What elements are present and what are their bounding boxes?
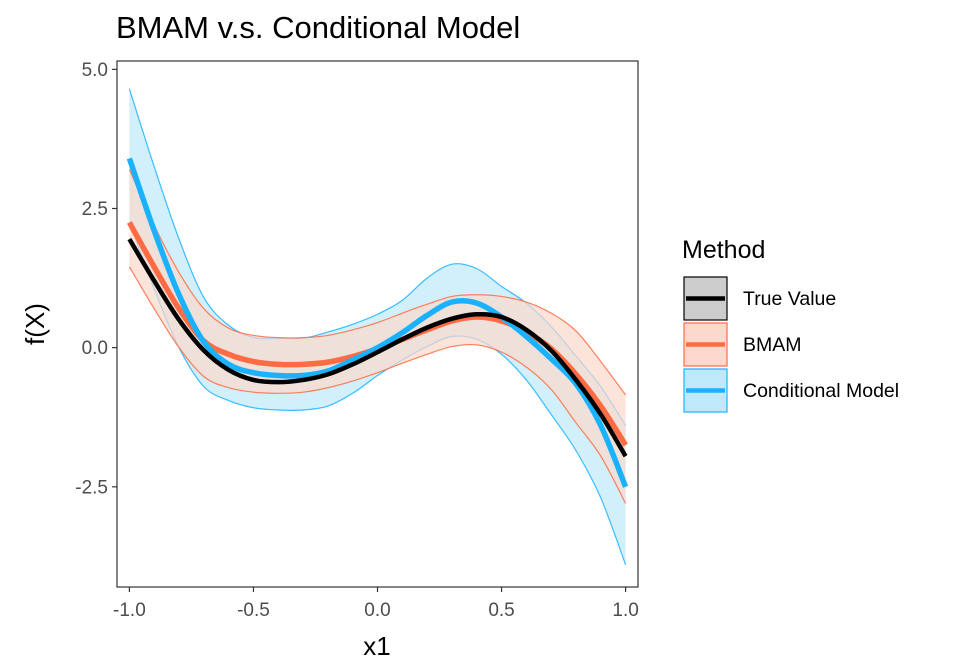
legend-label-conditional-model: Conditional Model [743,380,899,402]
legend: Method True Value BMAM Conditional Model [682,236,899,413]
legend-label-true-value: True Value [743,288,836,310]
band-bmam [129,169,626,504]
y-axis-label: f(X) [20,303,50,345]
band-lower-conditional-model [128,222,627,565]
y-tick-label: 5.0 [82,60,108,81]
x-axis-label: x1 [363,631,390,661]
x-tick-label: 0.5 [488,600,514,621]
y-tick-label: -2.5 [75,477,108,498]
series-line-conditional-model [126,157,629,488]
y-tick-label: 2.5 [82,199,108,220]
legend-title: Method [682,236,765,264]
x-tick-label: -0.5 [237,600,270,621]
y-axis: 5.0 2.5 0.0 -2.5 [75,60,117,498]
series-lines [126,157,629,488]
series-line-true-value [127,237,628,458]
x-tick-label: 1.0 [612,600,638,621]
chart-title: BMAM v.s. Conditional Model [116,10,521,45]
confidence-bands [128,88,627,565]
band-upper-bmam [128,169,627,396]
legend-label-bmam: BMAM [743,334,802,356]
x-axis: -1.0 -0.5 0.0 0.5 1.0 [113,587,639,621]
x-tick-label: -1.0 [113,600,146,621]
y-tick-label: 0.0 [82,338,108,359]
x-tick-label: 0.0 [364,600,390,621]
band-lower-bmam [128,266,627,504]
